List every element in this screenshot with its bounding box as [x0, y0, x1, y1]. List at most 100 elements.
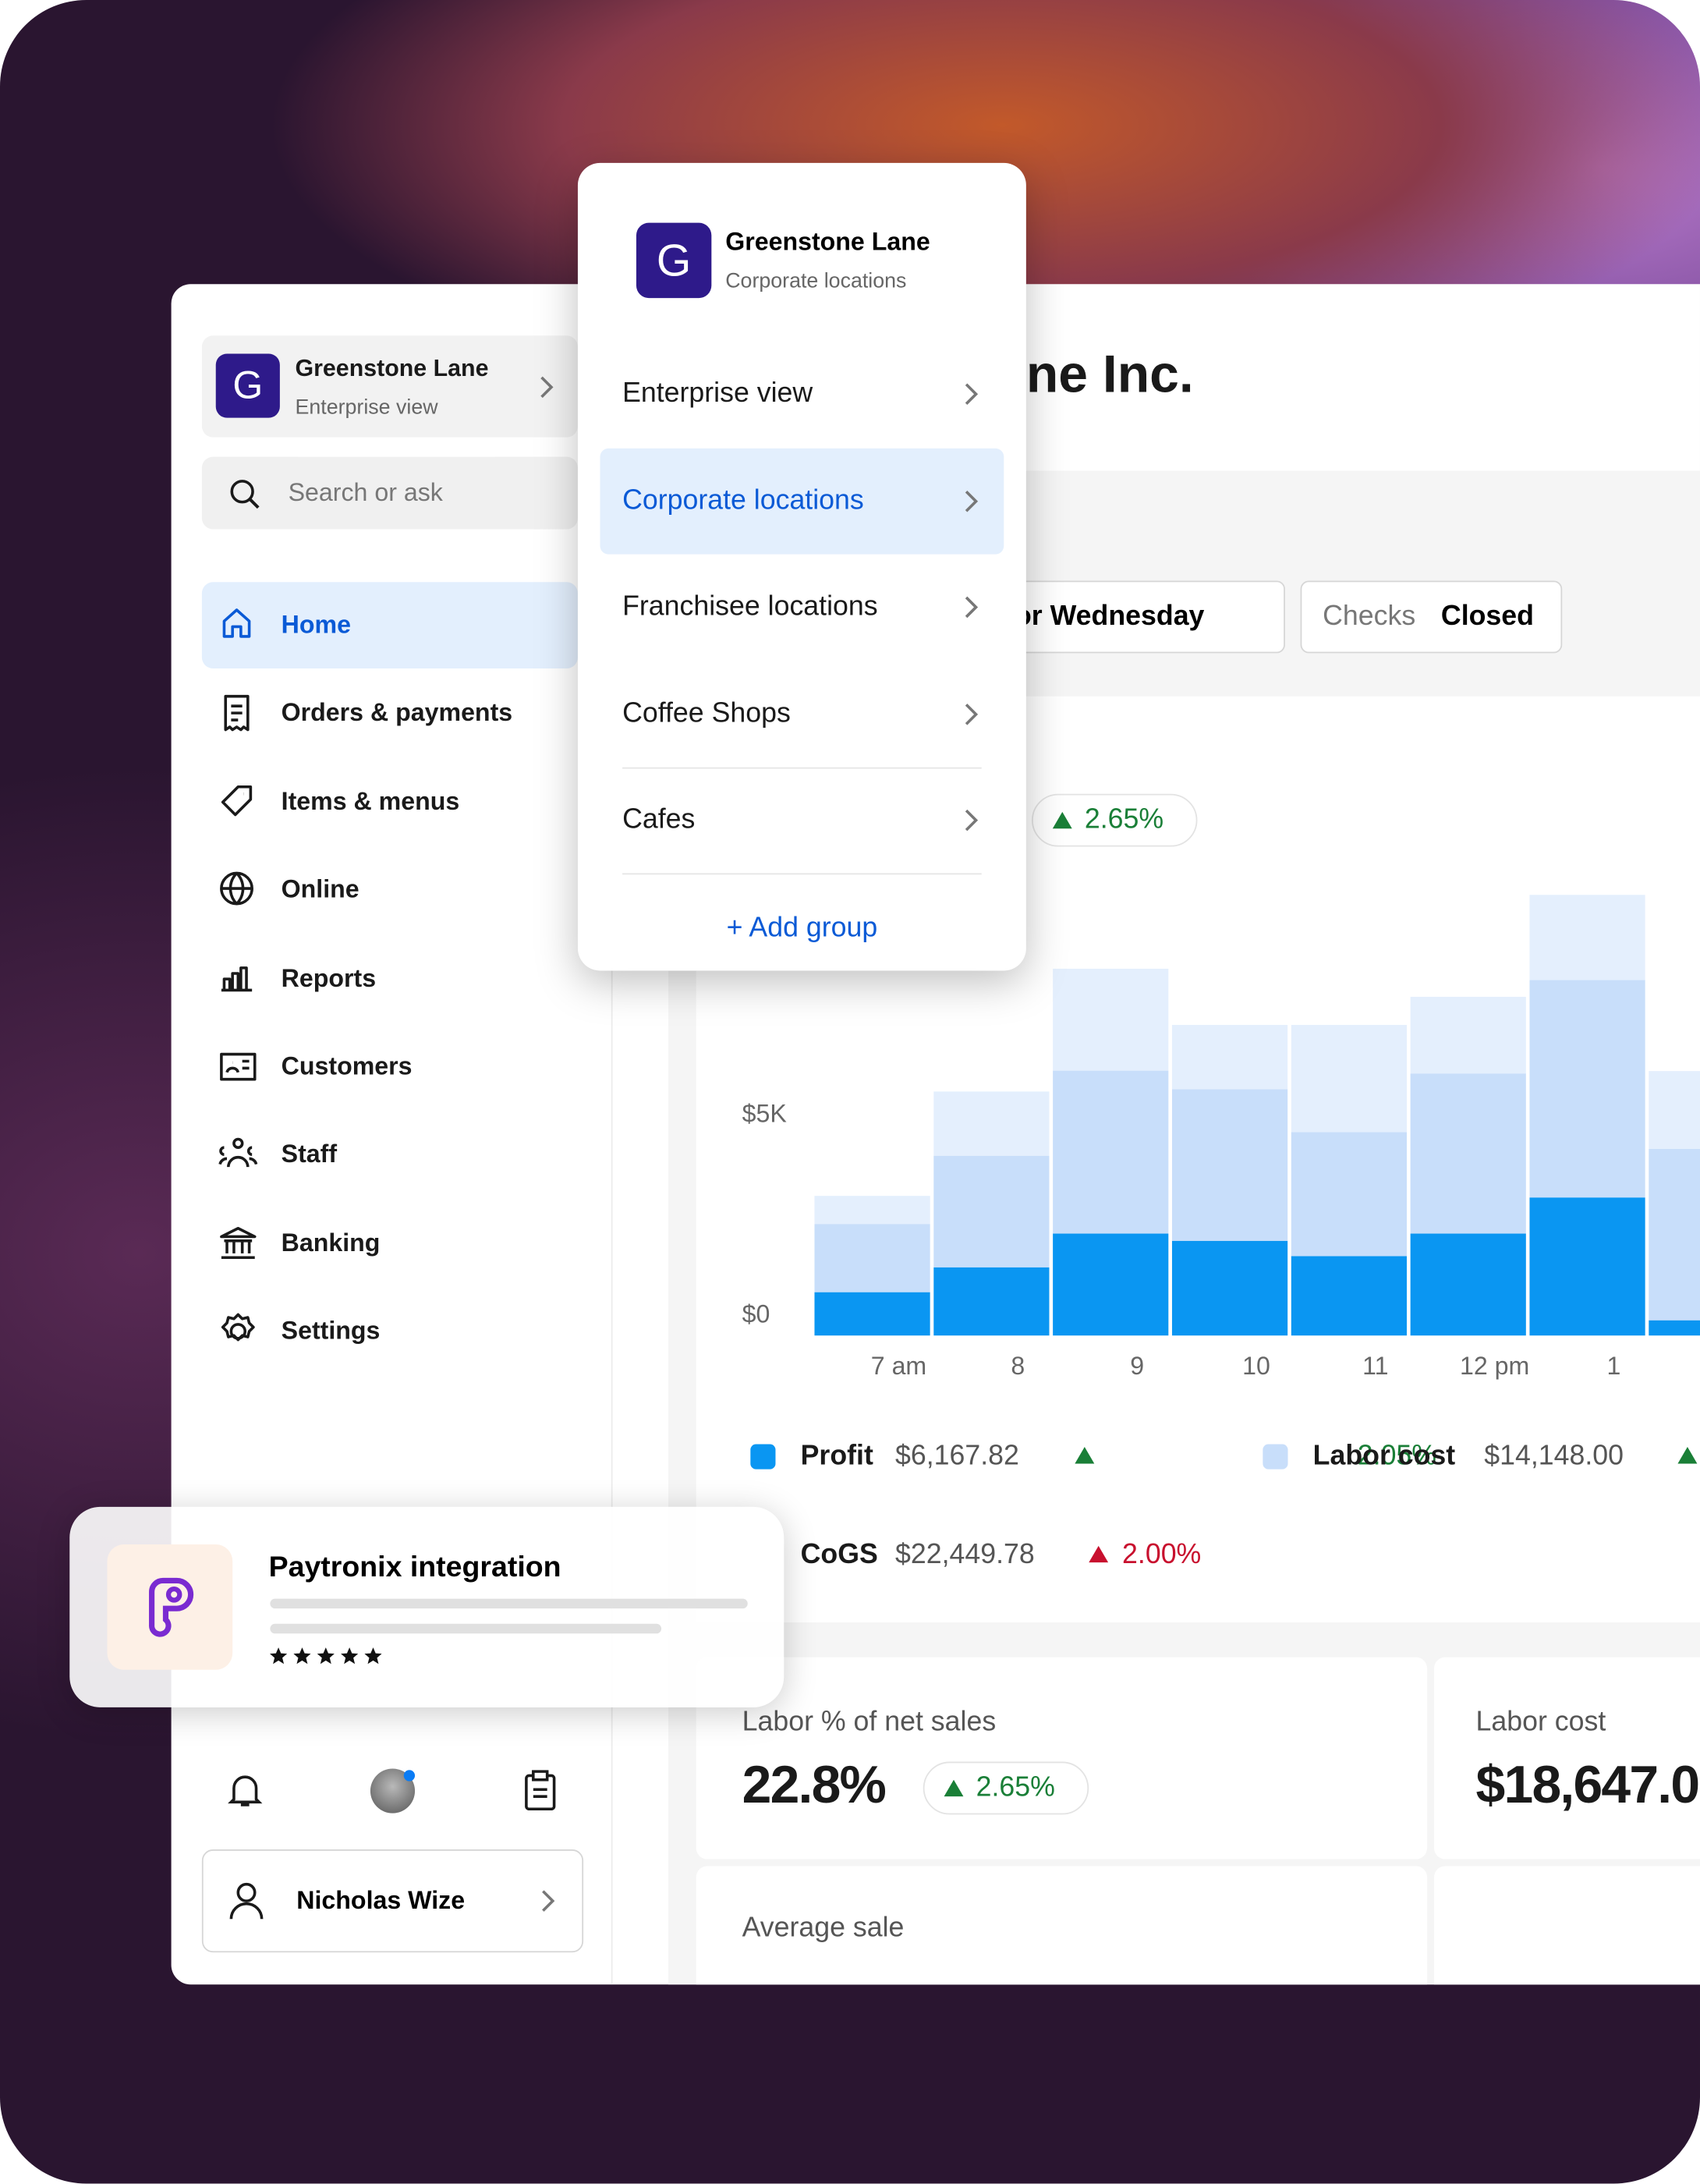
nav-item[interactable]: Staff — [202, 1112, 578, 1198]
chevron-path — [965, 596, 979, 619]
nav-label: Items & menus — [281, 787, 460, 816]
nav-item[interactable]: Home — [201, 582, 578, 669]
nav-icon — [220, 1226, 257, 1259]
nav-icon — [221, 966, 253, 991]
nav-label: Reports — [281, 963, 377, 992]
placeholder-line — [270, 1598, 748, 1609]
y-tick-label: $5K — [742, 1099, 788, 1127]
org-avatar: G — [636, 222, 712, 299]
trend-arrow — [1089, 1545, 1109, 1563]
trend-arrow — [1677, 1447, 1698, 1464]
metric-card — [696, 1866, 1428, 1985]
legend-swatch — [1263, 1444, 1288, 1470]
nav-item[interactable]: Reports — [202, 935, 578, 1022]
user-name: Nicholas Wize — [296, 1886, 466, 1915]
org-subtitle: Corporate locations — [725, 269, 907, 293]
group-item[interactable]: Enterprise view — [600, 341, 1004, 447]
nav-item[interactable]: Orders & payments — [202, 670, 578, 757]
separator — [622, 873, 982, 875]
group-label: Enterprise view — [622, 378, 813, 410]
arrow-path — [944, 1779, 964, 1797]
change-badge: 2.65% — [923, 1761, 1089, 1815]
chevron — [965, 383, 979, 406]
bar-segment — [814, 1292, 930, 1336]
chevron — [542, 1890, 555, 1912]
bar-segment — [1171, 1024, 1288, 1090]
icon-path — [220, 872, 253, 906]
x-tick-label: 1 — [1607, 1352, 1621, 1380]
search-box[interactable]: Search or ask — [201, 456, 578, 530]
trend-arrow — [1075, 1447, 1095, 1464]
icon-path — [222, 608, 251, 638]
nav-item[interactable]: Customers — [202, 1023, 578, 1110]
nav-item[interactable]: Banking — [202, 1200, 578, 1287]
bar-segment — [1053, 1233, 1169, 1336]
group-item[interactable]: Cafes — [600, 768, 1004, 874]
user-avatar[interactable] — [370, 1768, 416, 1814]
bar-segment — [1053, 968, 1169, 1071]
checks-filter[interactable]: Checks Closed — [1300, 580, 1563, 654]
nav-item[interactable]: Settings — [202, 1289, 578, 1375]
group-item[interactable]: Franchisee locations — [600, 555, 1004, 661]
nav-label: Home — [281, 610, 351, 639]
page-title: ne Inc. — [1025, 346, 1194, 405]
group-label: Corporate locations — [622, 484, 864, 516]
legend-value: $14,148.00 — [1484, 1441, 1624, 1472]
bar-segment — [814, 1224, 930, 1292]
nav-icon — [222, 608, 251, 638]
group-item[interactable]: Corporate locations — [600, 448, 1004, 554]
bar-segment — [933, 1091, 1050, 1156]
bar-segment — [1649, 1071, 1700, 1149]
x-tick-label: 8 — [1011, 1352, 1025, 1380]
legend-value: $22,449.78 — [895, 1539, 1035, 1571]
chevron-path — [965, 490, 979, 512]
icon-path — [221, 966, 253, 991]
nav-label: Banking — [281, 1228, 381, 1257]
chevron — [540, 376, 554, 399]
bar-segment — [933, 1267, 1050, 1336]
x-tick-label: 10 — [1242, 1352, 1270, 1380]
org-switcher[interactable]: G Greenstone Lane Enterprise view — [201, 335, 578, 438]
nav-icon — [220, 1052, 257, 1081]
integration-card[interactable]: Paytronix integration — [69, 1506, 784, 1707]
bell-icon[interactable] — [227, 1771, 263, 1810]
add-group[interactable]: + Add group — [726, 913, 878, 944]
arrow-path — [1677, 1447, 1698, 1464]
bar-segment — [814, 1196, 930, 1225]
change-text: 2.65% — [1084, 804, 1164, 835]
nav-item[interactable]: Online — [202, 847, 578, 934]
metric-card — [1433, 1657, 1700, 1860]
rating-stars — [270, 1647, 382, 1665]
icon-path — [220, 1226, 257, 1259]
clipboard-icon[interactable] — [522, 1770, 558, 1812]
user-button[interactable]: Nicholas Wize — [201, 1849, 584, 1953]
nav-item[interactable]: Items & menus — [202, 759, 578, 846]
nav-label: Staff — [281, 1140, 338, 1168]
nav-label: Orders & payments — [281, 699, 513, 727]
bar-segment — [933, 1155, 1050, 1268]
chevron — [965, 703, 979, 725]
group-label: Franchisee locations — [622, 590, 878, 622]
bar-segment — [1291, 1132, 1407, 1257]
chevron — [965, 809, 979, 831]
metric-value: $18,647.0 — [1475, 1757, 1700, 1816]
search-icon — [230, 480, 260, 509]
integration-icon — [107, 1544, 233, 1670]
nav-label: Online — [281, 875, 359, 904]
group-item[interactable]: Coffee Shops — [600, 661, 1004, 767]
app-window: G Greenstone Lane Enterprise view Search… — [171, 284, 1700, 1985]
y-tick-label: $0 — [742, 1300, 770, 1328]
icon-path — [224, 695, 250, 732]
bar-segment — [1410, 996, 1526, 1074]
bar-segment — [1410, 1073, 1526, 1234]
x-tick-label: 9 — [1130, 1352, 1144, 1380]
bar-segment — [1410, 1233, 1526, 1336]
placeholder-line — [270, 1623, 662, 1634]
chevron-path — [965, 383, 979, 406]
org-name: Greenstone Lane — [725, 227, 930, 256]
bar-segment — [1529, 1197, 1645, 1336]
legend-name: Labor cost — [1312, 1441, 1456, 1472]
